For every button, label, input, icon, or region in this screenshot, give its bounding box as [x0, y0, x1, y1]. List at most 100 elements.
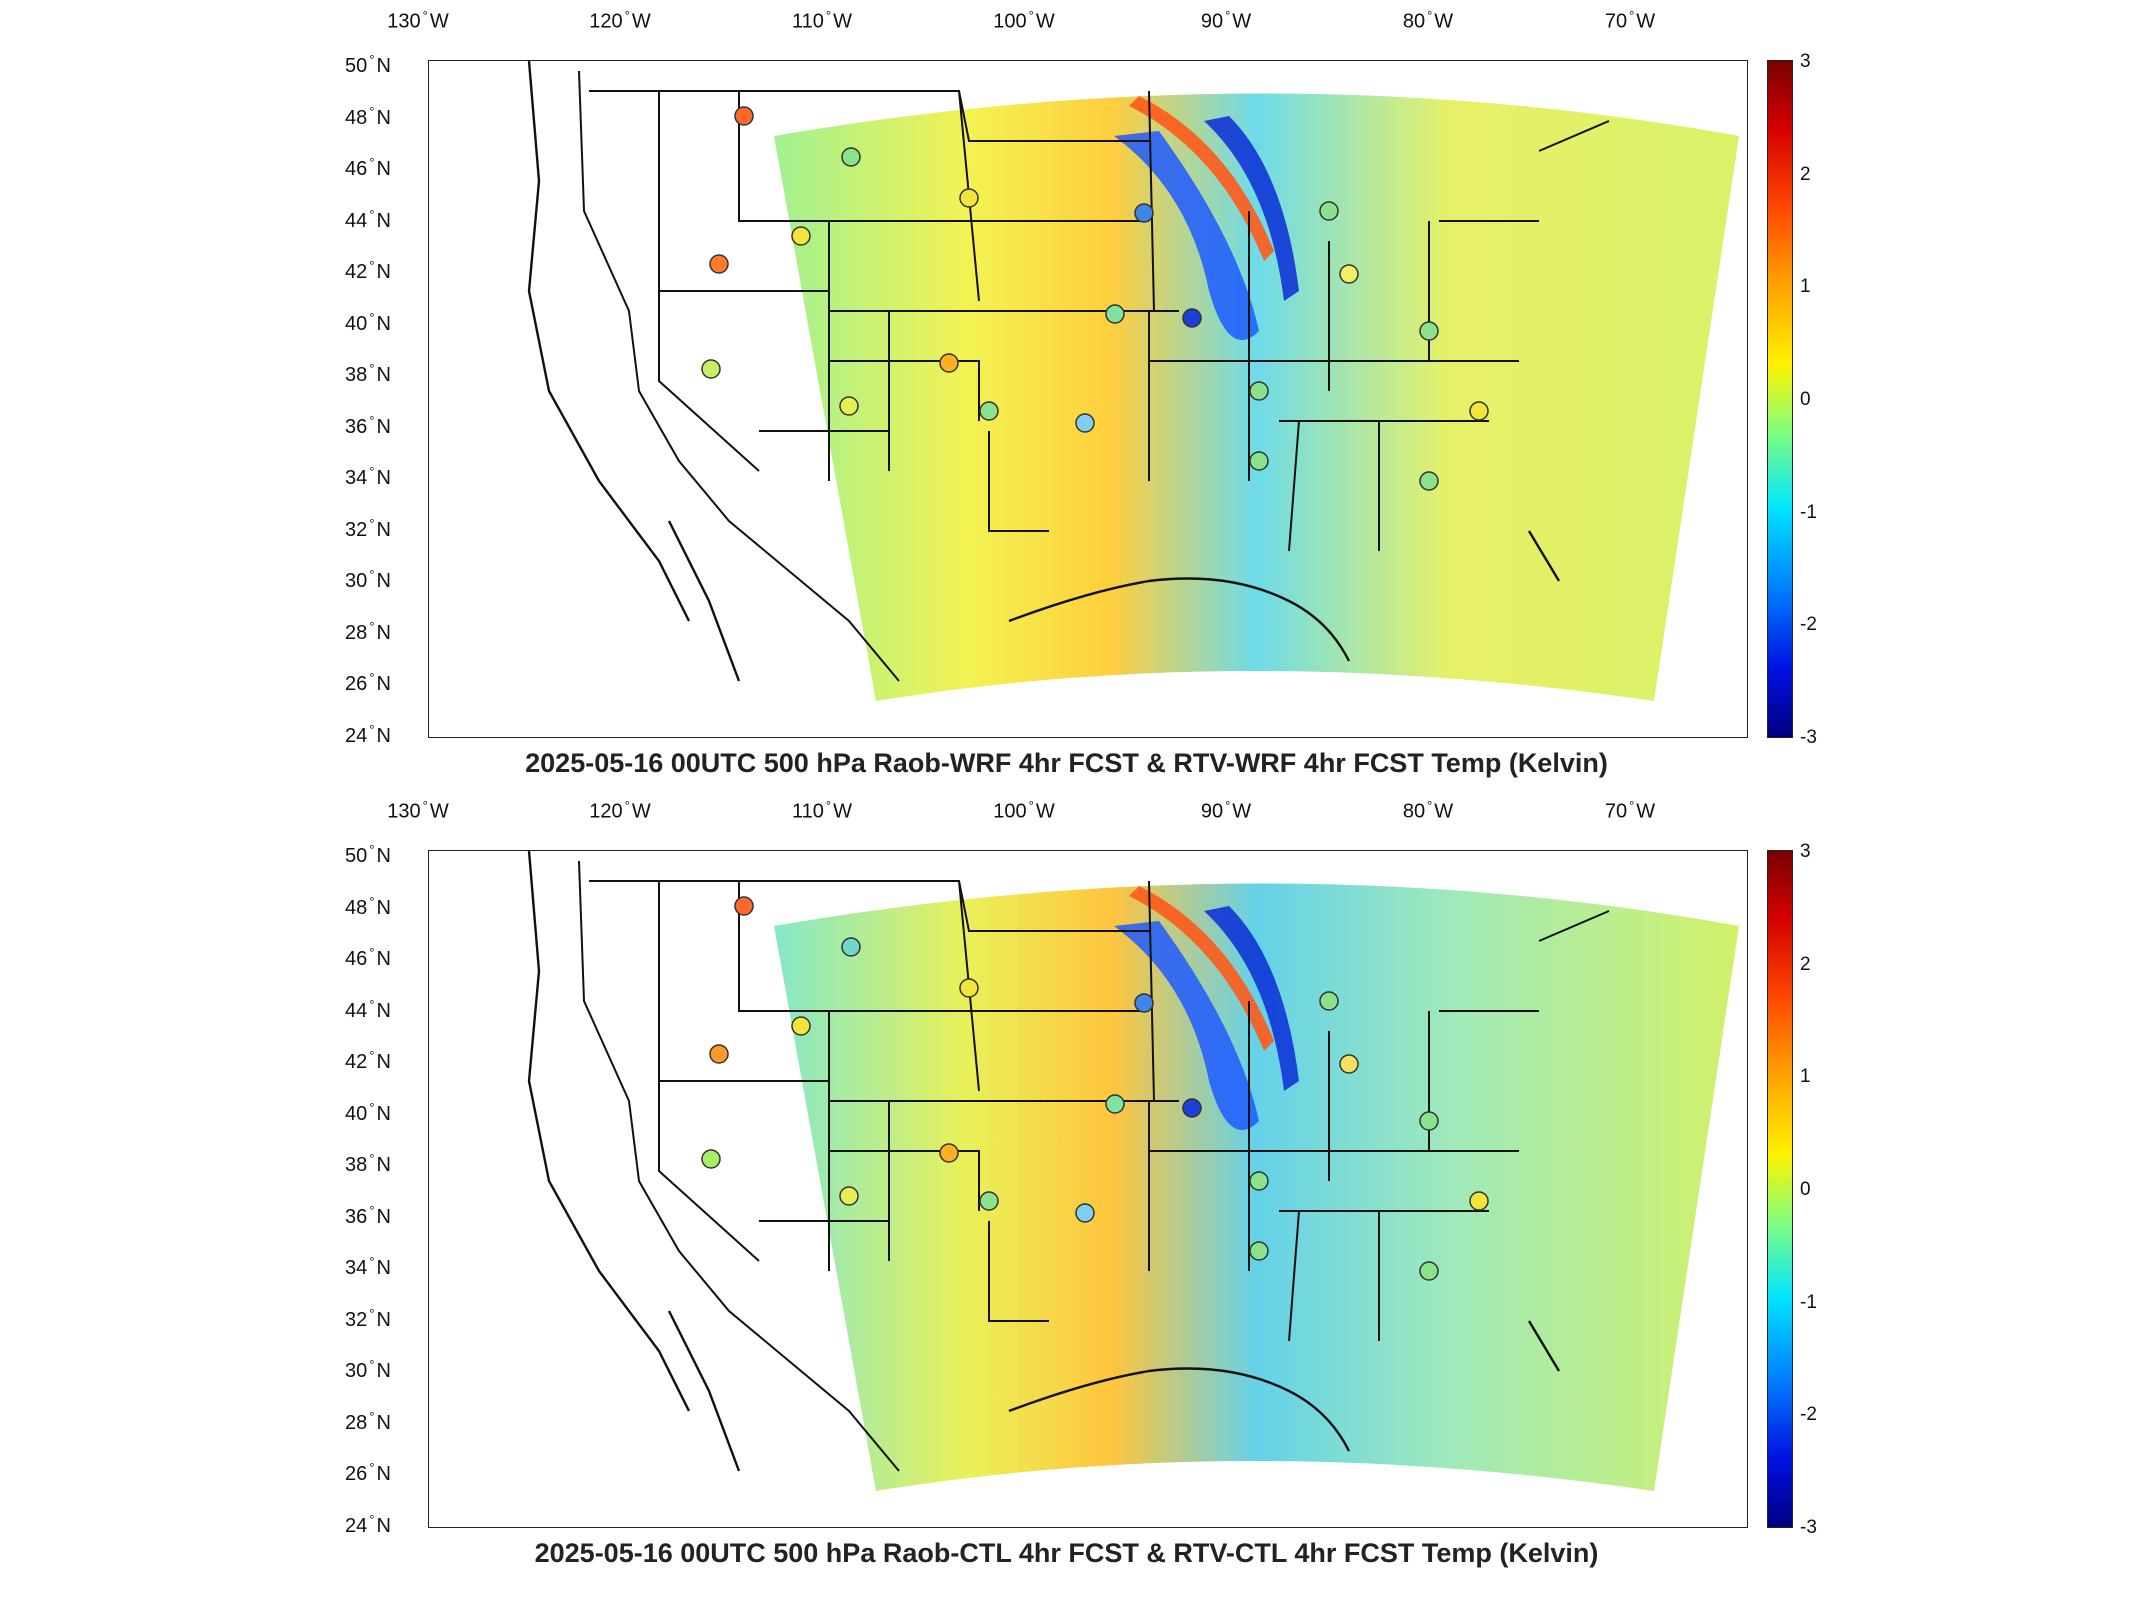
- state-boundaries: [578, 70, 1610, 682]
- colorbar-tick-label: 3: [1800, 51, 1811, 72]
- degree-mark: °: [369, 1254, 375, 1270]
- lat-dir: N: [376, 570, 391, 593]
- lon-value: 120: [589, 10, 623, 33]
- cold-anomaly-band: [1114, 921, 1259, 1130]
- colorbar-tick-label: 1: [1800, 276, 1811, 298]
- lon-value: 90: [1200, 10, 1224, 33]
- cold-anomaly-band: [1114, 131, 1259, 340]
- degree-mark: °: [1427, 798, 1433, 813]
- degree-mark: °: [1427, 8, 1433, 23]
- longitude-label: 90 ° W: [1201, 798, 1251, 824]
- bottom-panel: 130 ° W 120 ° W 110 ° W 100 ° W 90 ° W 80 ° W 70 ° W 50 ° N 48 °…: [0, 790, 2133, 1600]
- latitude-label: 44 ° N: [345, 207, 391, 233]
- degree-mark: °: [369, 619, 375, 635]
- lon-value: 80: [1402, 10, 1426, 33]
- lon-value: 110: [792, 800, 824, 823]
- lat-dir: N: [376, 1308, 391, 1331]
- degree-mark: °: [369, 842, 375, 858]
- raob-stations: [701, 896, 1489, 1281]
- lat-value: 38: [345, 1154, 368, 1177]
- degree-mark: °: [1629, 798, 1635, 813]
- lon-value: 70: [1604, 10, 1628, 33]
- latitude-label: 28 ° N: [345, 619, 391, 645]
- lat-dir: N: [376, 1154, 391, 1177]
- lat-value: 44: [345, 999, 368, 1022]
- colorbar: [1767, 60, 1793, 738]
- latitude-label: 46 ° N: [345, 945, 391, 971]
- lon-value: 70: [1604, 800, 1628, 823]
- lon-dir: W: [1232, 800, 1252, 823]
- colorbar-tick-label: -3: [1800, 727, 1817, 748]
- degree-mark: °: [422, 798, 428, 813]
- degree-mark: °: [1629, 8, 1635, 23]
- degree-mark: °: [369, 464, 375, 480]
- lon-value: 120: [589, 800, 623, 823]
- degree-mark: °: [1028, 8, 1034, 23]
- lon-value: 110: [792, 10, 824, 33]
- longitude-label: 130 ° W: [387, 798, 448, 824]
- raob-stations: [701, 106, 1489, 491]
- lat-value: 30: [345, 1360, 368, 1383]
- state-boundaries: [578, 860, 1610, 1472]
- lat-dir: N: [376, 1411, 391, 1434]
- lat-value: 46: [345, 947, 368, 970]
- longitude-label: 70 ° W: [1605, 8, 1655, 34]
- degree-mark: °: [369, 996, 375, 1012]
- lon-dir: W: [631, 800, 651, 823]
- lon-dir: W: [1232, 10, 1252, 33]
- coastline: [527, 851, 1561, 1472]
- degree-mark: °: [369, 945, 375, 961]
- degree-mark: °: [369, 1099, 375, 1115]
- lat-dir: N: [376, 1463, 391, 1486]
- degree-mark: °: [369, 103, 375, 119]
- degree-mark: °: [624, 8, 630, 23]
- lon-dir: W: [1434, 800, 1454, 823]
- lat-dir: N: [376, 1050, 391, 1073]
- lat-dir: N: [376, 467, 391, 490]
- latitude-label: 32 ° N: [345, 1306, 391, 1332]
- lon-dir: W: [429, 10, 449, 33]
- degree-mark: °: [369, 1306, 375, 1322]
- longitude-label: 120 ° W: [589, 8, 650, 34]
- colorbar-tick-label: 2: [1800, 163, 1811, 185]
- coastline: [527, 61, 1561, 682]
- lat-value: 48: [345, 896, 368, 919]
- latitude-label: 26 ° N: [345, 671, 391, 697]
- lat-value: 40: [345, 312, 368, 335]
- colorbar-tick-label: 2: [1800, 953, 1811, 975]
- longitude-label: 100 ° W: [993, 8, 1054, 34]
- degree-mark: °: [369, 258, 375, 274]
- lat-dir: N: [376, 260, 391, 283]
- map-frame: [428, 60, 1748, 738]
- lat-dir: N: [376, 157, 391, 180]
- latitude-label: 38 ° N: [345, 1151, 391, 1177]
- lat-value: 44: [345, 209, 368, 232]
- latitude-label: 28 ° N: [345, 1409, 391, 1435]
- lon-dir: W: [1434, 10, 1454, 33]
- lat-value: 34: [345, 467, 368, 490]
- lat-value: 24: [345, 724, 368, 747]
- lat-value: 32: [345, 1308, 368, 1331]
- colorbar-tick-label: -1: [1800, 501, 1817, 523]
- lat-dir: N: [376, 415, 391, 438]
- degree-mark: °: [369, 206, 375, 222]
- lat-dir: N: [376, 1205, 391, 1228]
- colorbar: [1767, 850, 1793, 1528]
- lon-dir: W: [1636, 800, 1656, 823]
- degree-mark: °: [825, 8, 832, 23]
- colorbar-tick-label: -2: [1800, 614, 1817, 636]
- latitude-label: 48 ° N: [345, 104, 391, 130]
- lat-value: 40: [345, 1102, 368, 1125]
- latitude-label: 26 ° N: [345, 1461, 391, 1487]
- map-frame: [428, 850, 1748, 1528]
- latitude-label: 48 ° N: [345, 894, 391, 920]
- lat-dir: N: [376, 106, 391, 129]
- degree-mark: °: [369, 567, 375, 583]
- longitude-label: 100 ° W: [993, 798, 1054, 824]
- lat-value: 32: [345, 518, 368, 541]
- degree-mark: °: [369, 1460, 375, 1476]
- degree-mark: °: [369, 309, 375, 325]
- degree-mark: °: [369, 412, 375, 428]
- colorbar-tick-label: 1: [1800, 1066, 1811, 1088]
- latitude-label: 24 ° N: [345, 722, 391, 748]
